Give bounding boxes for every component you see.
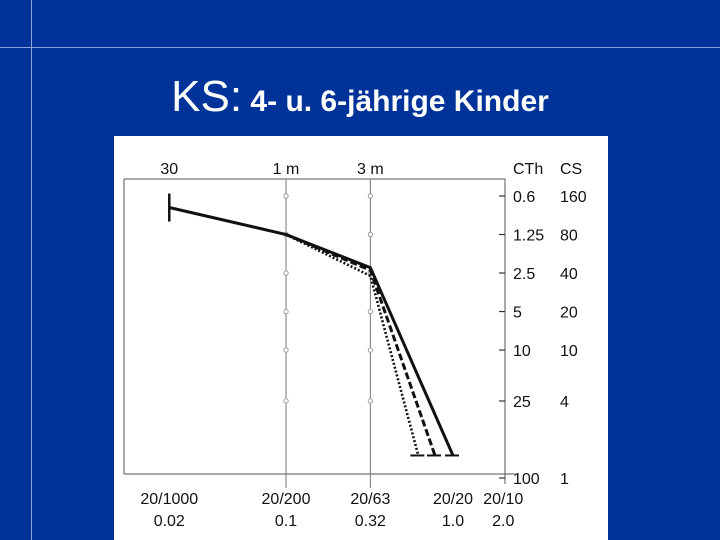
snellen-label: 20/20 — [433, 491, 473, 508]
cth-tick-label: 1.25 — [513, 228, 544, 245]
decor-horizontal-line — [0, 47, 720, 48]
decor-vertical-line — [31, 0, 32, 540]
snellen-label: 20/63 — [350, 491, 390, 508]
slide-title: KS: 4- u. 6-jährige Kinder — [0, 72, 720, 122]
top-tick-label: 3 m — [357, 161, 384, 178]
snellen-label: 20/10 — [483, 491, 523, 508]
grid-marker-1-0 — [367, 193, 373, 199]
snellen-label: 20/1000 — [140, 491, 198, 508]
decimal-label: 2.0 — [492, 513, 514, 530]
decimal-label: 0.02 — [154, 513, 185, 530]
grid-marker-0-3 — [283, 308, 289, 315]
grid-marker-1-3 — [367, 308, 373, 315]
cth-tick-label: 5 — [513, 305, 522, 322]
series-line-dashed — [285, 233, 437, 456]
grid-marker-0-5 — [283, 398, 289, 404]
grid-marker-0-4 — [283, 347, 289, 353]
cs-tick-label: 160 — [560, 189, 587, 206]
contrast-sensitivity-chart: 30 1 m 3 m CTh CS 0.6 160 1.25 80 2.5 40 5 20 10 10 25 4… — [123, 161, 587, 530]
cs-header: CS — [560, 161, 582, 178]
cth-tick-label: 25 — [513, 394, 531, 411]
cth-tick-label: 0.6 — [513, 189, 535, 206]
top-tick-label: 1 m — [273, 161, 300, 178]
decimal-label: 0.1 — [275, 513, 297, 530]
cs-tick-label: 20 — [560, 305, 578, 322]
chart-panel: 30 1 m 3 m CTh CS 0.6 160 1.25 80 2.5 40 5 20 10 10 25 4… — [114, 136, 608, 540]
decimal-label: 0.32 — [355, 513, 386, 530]
top-tick-label: 30 — [160, 161, 178, 178]
cth-tick-label: 10 — [513, 343, 531, 360]
grid-marker-1-5 — [367, 398, 373, 404]
cs-tick-label: 1 — [560, 471, 569, 488]
cs-tick-label: 10 — [560, 343, 578, 360]
title-rest: 4- u. 6-jährige Kinder — [242, 85, 549, 118]
cs-tick-label: 80 — [560, 228, 578, 245]
decimal-label: 1.0 — [442, 513, 464, 530]
cth-tick-label: 2.5 — [513, 266, 535, 283]
series-line-dotted — [285, 233, 420, 456]
cs-tick-label: 40 — [560, 266, 578, 283]
grid-marker-0-0 — [283, 193, 289, 199]
cth-header: CTh — [513, 161, 543, 178]
cth-tick-label: 100 — [513, 471, 540, 488]
grid-marker-0-2 — [283, 270, 289, 276]
snellen-label: 20/200 — [262, 491, 311, 508]
grid-marker-1-4 — [367, 347, 373, 353]
title-lead: KS: — [171, 72, 243, 121]
grid-marker-1-1 — [367, 231, 373, 238]
series-line-solid — [168, 206, 455, 457]
cs-tick-label: 4 — [560, 394, 569, 411]
